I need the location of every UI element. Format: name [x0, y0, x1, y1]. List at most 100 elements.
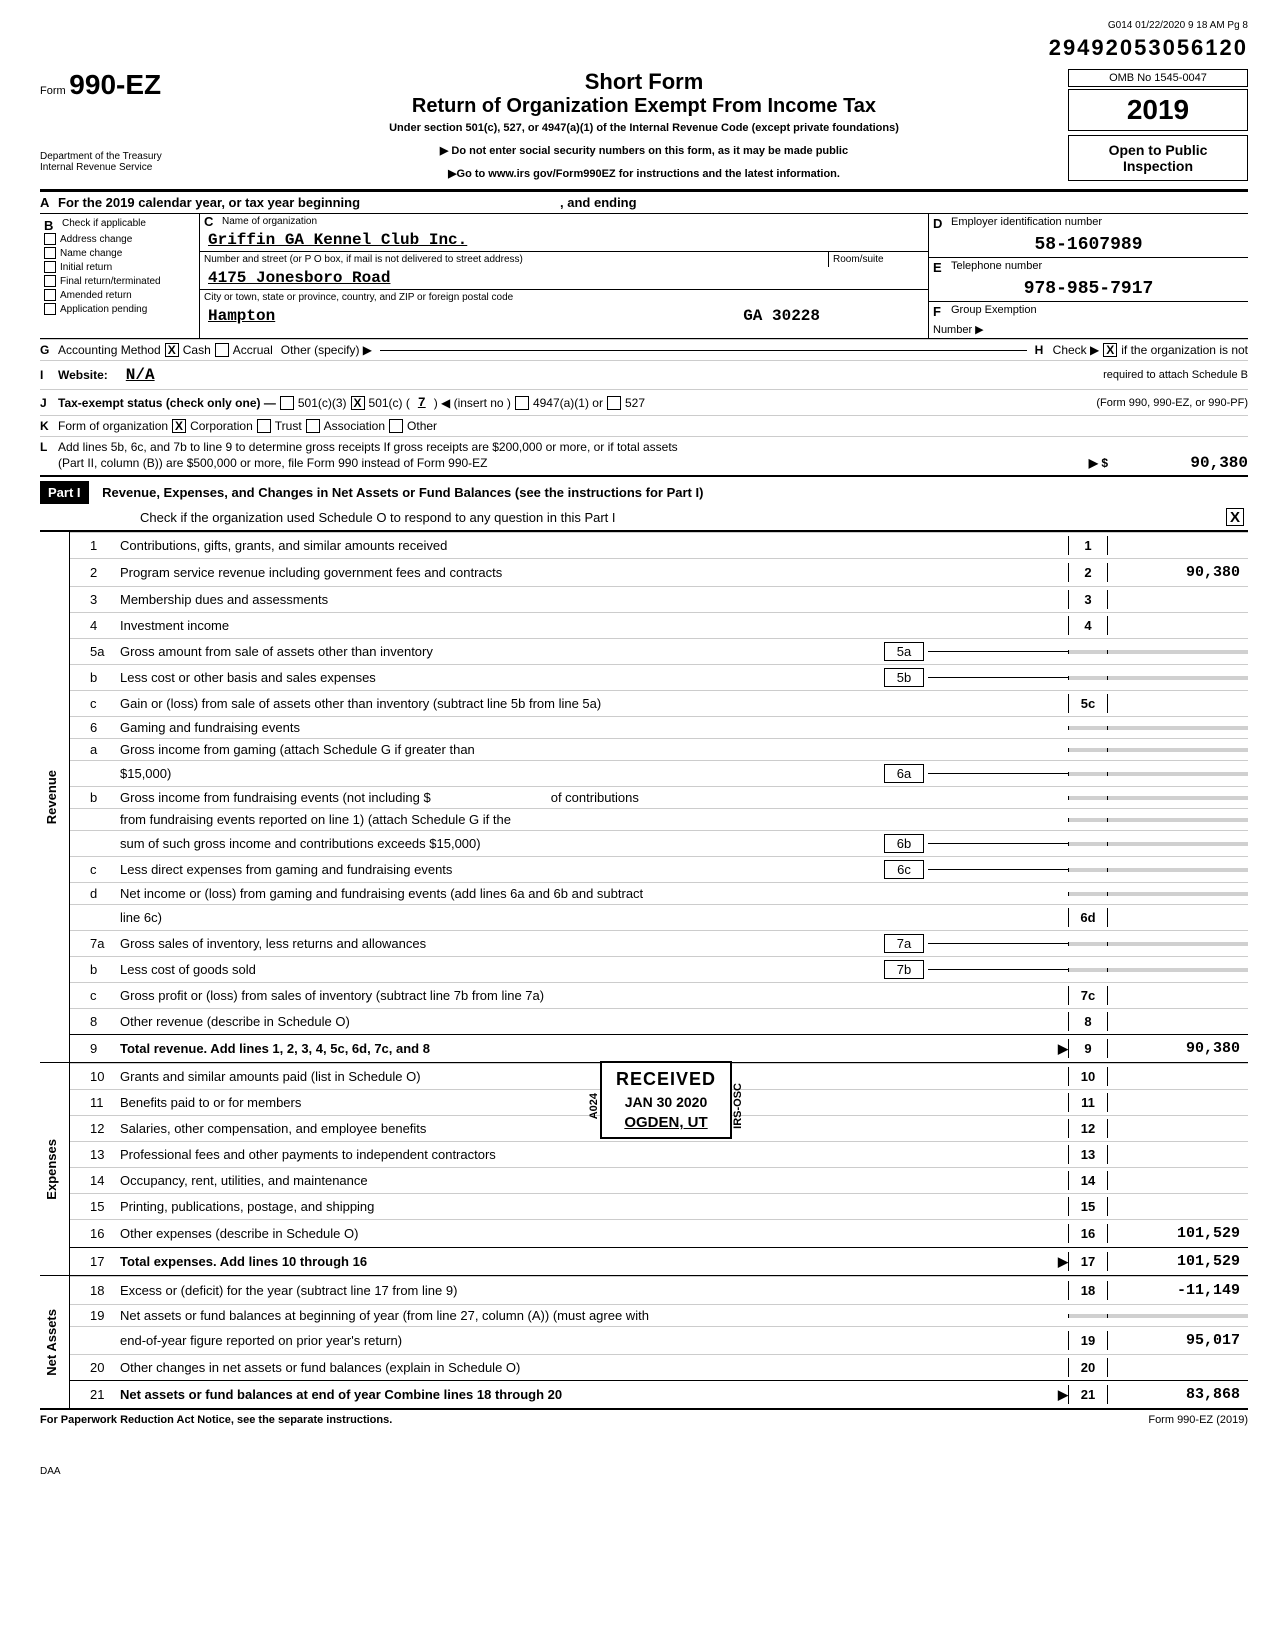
- line-19-text: Net assets or fund balances at beginning…: [120, 1308, 1068, 1323]
- line-1-cell: 1: [1068, 536, 1108, 555]
- other-specify-label: Other (specify) ▶: [281, 343, 372, 357]
- h-text3: required to attach Schedule B: [1103, 369, 1248, 381]
- checkbox-association[interactable]: [306, 419, 320, 433]
- omb-number: OMB No 1545-0047: [1068, 69, 1248, 87]
- checkbox-4947[interactable]: [515, 396, 529, 410]
- line-4-val: [1108, 624, 1248, 628]
- checkbox-cash[interactable]: X: [165, 343, 179, 357]
- checkbox-final-return[interactable]: [44, 275, 56, 287]
- part-i-label: Part I: [40, 481, 89, 504]
- line-6d-cell: 6d: [1068, 908, 1108, 927]
- checkbox-name-change[interactable]: [44, 247, 56, 259]
- line-2-text: Program service revenue including govern…: [120, 565, 1068, 580]
- line-11-num: 11: [70, 1095, 120, 1110]
- document-number: 29492053056120: [40, 35, 1248, 61]
- tel-value: 978-985-7917: [929, 277, 1248, 301]
- label-f: F: [933, 304, 951, 319]
- title-short: Short Form: [220, 69, 1068, 95]
- label-k: K: [40, 419, 58, 433]
- checkbox-501c[interactable]: X: [351, 396, 365, 410]
- room-label: Room/suite: [828, 252, 928, 267]
- line-7c-text: Gross profit or (loss) from sales of inv…: [120, 988, 1068, 1003]
- checkbox-amended-return[interactable]: [44, 289, 56, 301]
- line-3-text: Membership dues and assessments: [120, 592, 1068, 607]
- line-2-val: 90,380: [1108, 562, 1248, 583]
- line-20-num: 20: [70, 1360, 120, 1375]
- org-name-value: Griffin GA Kennel Club Inc.: [200, 229, 928, 251]
- line-6b-text3: from fundraising events reported on line…: [120, 812, 1068, 827]
- line-15-cell: 15: [1068, 1197, 1108, 1216]
- 501c-insert-value: 7: [410, 393, 434, 412]
- line-9-num: 9: [70, 1041, 120, 1056]
- revenue-label: Revenue: [40, 766, 63, 828]
- line-18-text: Excess or (deficit) for the year (subtra…: [120, 1283, 1068, 1298]
- checkbox-other-org[interactable]: [389, 419, 403, 433]
- line-21-cell: 21: [1068, 1385, 1108, 1404]
- line-7b-num: b: [70, 962, 120, 977]
- 4947-label: 4947(a)(1) or: [533, 396, 603, 410]
- part-i-check-text: Check if the organization used Schedule …: [140, 510, 616, 525]
- line-7a-mid: 7a: [884, 934, 924, 953]
- line-6a-text: Gross income from gaming (attach Schedul…: [120, 742, 475, 757]
- line-12-val: [1108, 1127, 1248, 1131]
- stamp-side-right: IRS-OSC: [732, 1083, 744, 1129]
- line-6d-val: [1108, 916, 1248, 920]
- association-label: Association: [324, 419, 385, 433]
- line-16-cell: 16: [1068, 1224, 1108, 1243]
- line-11-val: [1108, 1101, 1248, 1105]
- checkbox-trust[interactable]: [257, 419, 271, 433]
- expenses-label: Expenses: [40, 1135, 63, 1204]
- label-final-return: Final return/terminated: [60, 276, 161, 287]
- line-19-val: 95,017: [1108, 1330, 1248, 1351]
- line-9-text: Total revenue. Add lines 1, 2, 3, 4, 5c,…: [120, 1041, 430, 1056]
- line-10-cell: 10: [1068, 1067, 1108, 1086]
- website-label: Website:: [58, 368, 108, 382]
- stamp-location: OGDEN, UT: [616, 1114, 716, 1131]
- checkbox-schedule-o[interactable]: X: [1226, 508, 1244, 526]
- l-arrow: ▶ $: [1089, 456, 1108, 470]
- part-i-header: Part I Revenue, Expenses, and Changes in…: [40, 475, 1248, 531]
- row-a: A For the 2019 calendar year, or tax yea…: [40, 191, 1248, 213]
- line-18-cell: 18: [1068, 1281, 1108, 1300]
- line-17-cell: 17: [1068, 1252, 1108, 1271]
- stamp-side-left: A024: [588, 1093, 600, 1119]
- checkbox-501c3[interactable]: [280, 396, 294, 410]
- checkbox-application-pending[interactable]: [44, 303, 56, 315]
- line-5a-num: 5a: [70, 644, 120, 659]
- label-b: B: [44, 218, 62, 233]
- checkbox-527[interactable]: [607, 396, 621, 410]
- line-20-text: Other changes in net assets or fund bala…: [120, 1360, 1068, 1375]
- line-10-text: Grants and similar amounts paid (list in…: [120, 1069, 1068, 1084]
- line-6c-mid: 6c: [884, 860, 924, 879]
- label-e: E: [933, 260, 951, 275]
- checkbox-h[interactable]: X: [1103, 343, 1117, 357]
- line-21-num: 21: [70, 1387, 120, 1402]
- checkbox-address-change[interactable]: [44, 233, 56, 245]
- line-12-num: 12: [70, 1121, 120, 1136]
- checkbox-corporation[interactable]: X: [172, 419, 186, 433]
- line-17-text: Total expenses. Add lines 10 through 16: [120, 1254, 1058, 1269]
- footer-daa: DAA: [40, 1466, 1248, 1477]
- line-8-val: [1108, 1020, 1248, 1024]
- line-19-text2: end-of-year figure reported on prior yea…: [120, 1333, 1068, 1348]
- form-header: Form 990-EZ Department of the Treasury I…: [40, 69, 1248, 191]
- checkbox-initial-return[interactable]: [44, 261, 56, 273]
- stamp-date: JAN 30 2020: [616, 1094, 716, 1110]
- line-6b-text2: of contributions: [551, 790, 639, 805]
- line-4-num: 4: [70, 618, 120, 633]
- line-6b-mid: 6b: [884, 834, 924, 853]
- checkbox-accrual[interactable]: [215, 343, 229, 357]
- line-6b-text: Gross income from fundraising events (no…: [120, 790, 431, 805]
- line-19-num: 19: [70, 1308, 120, 1323]
- line-13-text: Professional fees and other payments to …: [120, 1147, 1068, 1162]
- line-15-text: Printing, publications, postage, and shi…: [120, 1199, 1068, 1214]
- line-14-text: Occupancy, rent, utilities, and maintena…: [120, 1173, 1068, 1188]
- label-l: L: [40, 440, 58, 454]
- 501c-label: 501(c) (: [369, 396, 410, 410]
- line-5c-cell: 5c: [1068, 694, 1108, 713]
- line-3-cell: 3: [1068, 590, 1108, 609]
- line-2-num: 2: [70, 565, 120, 580]
- check-if-applicable: Check if applicable: [62, 218, 146, 233]
- cash-label: Cash: [183, 343, 211, 357]
- tax-year: 2019: [1068, 89, 1248, 131]
